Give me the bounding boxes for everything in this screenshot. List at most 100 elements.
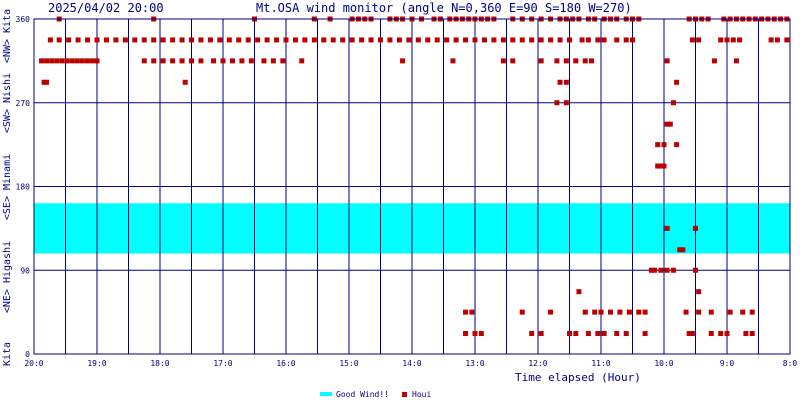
houi-point: [655, 142, 661, 148]
houi-point: [151, 37, 157, 43]
houi-point: [500, 37, 506, 43]
houi-point: [664, 225, 670, 231]
houi-point: [664, 267, 670, 273]
houi-point: [387, 37, 393, 43]
houi-point: [614, 37, 620, 43]
houi-point: [655, 163, 661, 169]
houi-point: [601, 37, 607, 43]
houi-point: [696, 37, 702, 43]
houi-point: [661, 163, 667, 169]
houi-point: [274, 37, 280, 43]
houi-point: [598, 309, 604, 315]
houi-point: [302, 37, 308, 43]
houi-point: [217, 37, 223, 43]
houi-point: [255, 37, 261, 43]
houi-point: [677, 247, 683, 253]
houi-point: [179, 37, 185, 43]
houi-point: [434, 37, 440, 43]
houi-point: [472, 331, 478, 337]
houi-point: [478, 331, 484, 337]
houi-point: [774, 37, 780, 43]
chart-title: 2025/04/02 20:00: [48, 1, 164, 15]
houi-point: [170, 37, 176, 43]
houi-point: [132, 37, 138, 43]
houi-point: [264, 37, 270, 43]
houi-point: [674, 79, 680, 85]
houi-point: [614, 331, 620, 337]
houi-point: [85, 37, 91, 43]
houi-point: [359, 37, 365, 43]
houi-point: [211, 58, 217, 64]
x-tick-label: 18:0: [150, 359, 169, 368]
houi-point: [648, 267, 654, 273]
houi-point: [661, 142, 667, 148]
houi-point: [689, 37, 695, 43]
houi-point: [415, 37, 421, 43]
houi-point: [44, 58, 50, 64]
houi-point: [151, 58, 157, 64]
houi-point: [239, 58, 245, 64]
houi-point: [573, 331, 579, 337]
houi-point: [280, 58, 286, 64]
houi-point: [718, 37, 724, 43]
houi-point: [573, 58, 579, 64]
houi-point: [261, 58, 267, 64]
houi-point: [585, 37, 591, 43]
houi-point: [141, 58, 147, 64]
houi-point: [236, 37, 242, 43]
x-tick-label: 13:0: [465, 359, 484, 368]
x-tick-label: 15:0: [339, 359, 358, 368]
y-tick-label: 180: [16, 183, 31, 192]
houi-point: [670, 267, 676, 273]
houi-point: [160, 37, 166, 43]
houi-point: [724, 37, 730, 43]
legend-good-wind-label: Good Wind!!: [336, 390, 389, 399]
houi-point: [481, 37, 487, 43]
houi-point: [103, 37, 109, 43]
houi-point: [733, 58, 739, 64]
y-band-label: <SW> Nishi: [2, 73, 13, 133]
x-tick-label: 16:0: [276, 359, 295, 368]
houi-point: [740, 309, 746, 315]
houi-point: [737, 37, 743, 43]
houi-point: [626, 309, 632, 315]
chart-subtitle: Mt.OSA wind monitor (angle N=0,360 E=90 …: [256, 1, 632, 15]
houi-point: [491, 37, 497, 43]
legend-houi-swatch: [402, 392, 407, 397]
houi-point: [680, 247, 686, 253]
houi-point: [444, 37, 450, 43]
houi-point: [179, 58, 185, 64]
houi-point: [623, 331, 629, 337]
houi-point: [396, 37, 402, 43]
houi-point: [567, 331, 572, 337]
houi-point: [220, 58, 226, 64]
y-band-label: <NW> Kita: [2, 9, 13, 63]
houi-point: [693, 267, 698, 273]
houi-point: [56, 37, 62, 43]
houi-point: [563, 79, 569, 85]
houi-point: [229, 58, 235, 64]
houi-point: [198, 58, 204, 64]
houi-point: [557, 79, 563, 85]
houi-point: [59, 58, 65, 64]
houi-point: [425, 37, 431, 43]
houi-point: [283, 37, 289, 43]
houi-point: [299, 58, 305, 64]
houi-point: [378, 37, 383, 43]
houi-point: [784, 37, 790, 43]
houi-point: [141, 37, 147, 43]
houi-point: [658, 267, 664, 273]
houi-point: [563, 100, 569, 106]
houi-point: [248, 58, 254, 64]
houi-point: [724, 331, 730, 337]
houi-point: [607, 309, 613, 315]
houi-point: [595, 331, 601, 337]
houi-point: [595, 37, 601, 43]
houi-point: [75, 37, 81, 43]
houi-point: [630, 37, 635, 43]
houi-point: [54, 58, 60, 64]
houi-point: [667, 121, 673, 127]
houi-point: [529, 37, 535, 43]
houi-point: [670, 100, 676, 106]
houi-point: [718, 331, 724, 337]
